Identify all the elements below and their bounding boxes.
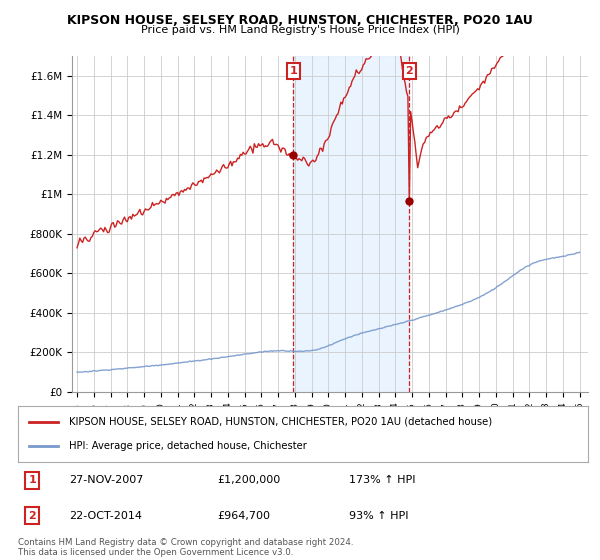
Text: KIPSON HOUSE, SELSEY ROAD, HUNSTON, CHICHESTER, PO20 1AU: KIPSON HOUSE, SELSEY ROAD, HUNSTON, CHIC… [67,14,533,27]
Text: 173% ↑ HPI: 173% ↑ HPI [349,475,415,486]
Text: HPI: Average price, detached house, Chichester: HPI: Average price, detached house, Chic… [70,441,307,451]
Text: 93% ↑ HPI: 93% ↑ HPI [349,511,408,521]
Text: 22-OCT-2014: 22-OCT-2014 [70,511,142,521]
Text: Price paid vs. HM Land Registry's House Price Index (HPI): Price paid vs. HM Land Registry's House … [140,25,460,35]
Text: 1: 1 [28,475,36,486]
Text: 2: 2 [406,66,413,76]
Text: 1: 1 [290,66,297,76]
Text: Contains HM Land Registry data © Crown copyright and database right 2024.
This d: Contains HM Land Registry data © Crown c… [18,538,353,557]
Bar [293,56,409,392]
Text: 27-NOV-2007: 27-NOV-2007 [70,475,143,486]
Text: KIPSON HOUSE, SELSEY ROAD, HUNSTON, CHICHESTER, PO20 1AU (detached house): KIPSON HOUSE, SELSEY ROAD, HUNSTON, CHIC… [70,417,493,427]
Text: 2: 2 [28,511,36,521]
Text: £1,200,000: £1,200,000 [218,475,281,486]
Text: £964,700: £964,700 [218,511,271,521]
